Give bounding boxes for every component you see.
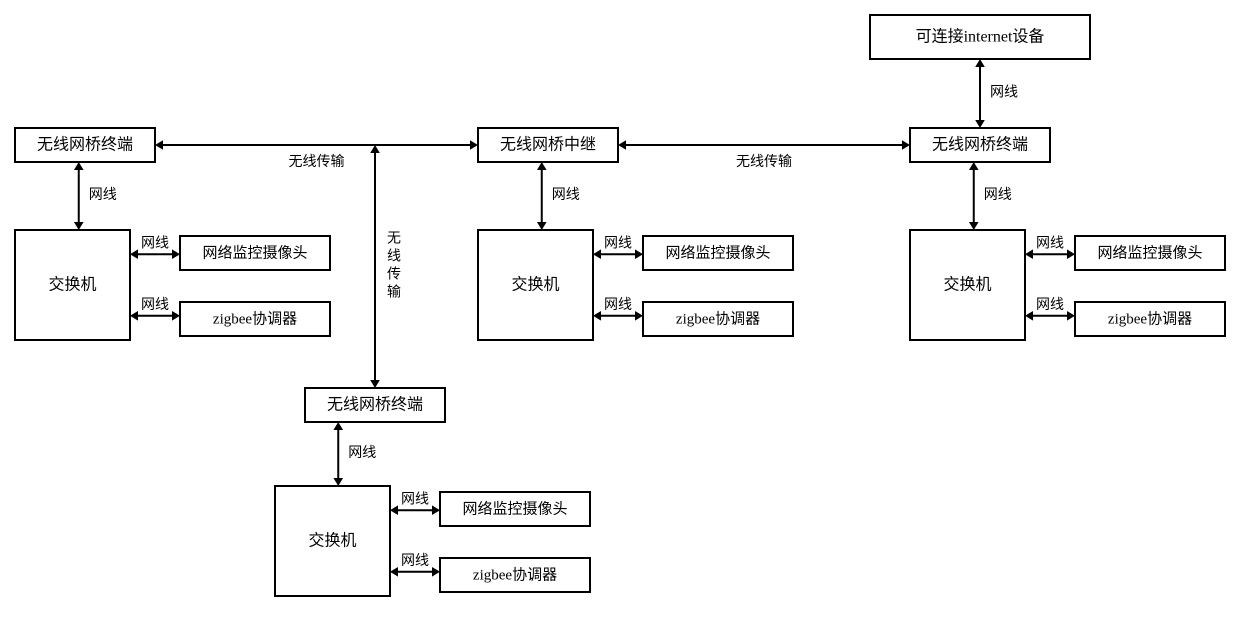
edge-bridge_term_left-switch_left: 网线 bbox=[74, 162, 117, 230]
svg-text:网线: 网线 bbox=[401, 553, 429, 569]
svg-text:网线: 网线 bbox=[141, 235, 169, 251]
node-label: zigbee协调器 bbox=[1108, 310, 1192, 327]
svg-text:无线传输: 无线传输 bbox=[289, 154, 345, 170]
node-zigbee_left: zigbee协调器 bbox=[180, 302, 330, 336]
node-internet_device: 可连接internet设备 bbox=[870, 15, 1090, 59]
node-bridge_term_right: 无线网桥终端 bbox=[910, 128, 1050, 162]
svg-text:网线: 网线 bbox=[348, 445, 376, 461]
edge-switch_right-zigbee_right: 网线 bbox=[1025, 297, 1075, 321]
edge-switch_right-cam_right: 网线 bbox=[1025, 235, 1075, 259]
node-label: zigbee协调器 bbox=[473, 566, 557, 583]
svg-text:网线: 网线 bbox=[984, 187, 1012, 203]
svg-text:网线: 网线 bbox=[1036, 235, 1064, 251]
node-switch_mid: 交换机 bbox=[478, 230, 593, 340]
svg-text:线: 线 bbox=[387, 249, 401, 265]
node-label: 网络监控摄像头 bbox=[665, 244, 770, 261]
svg-text:网线: 网线 bbox=[552, 187, 580, 203]
node-label: 交换机 bbox=[943, 276, 991, 294]
edge-bridge_relay-switch_mid: 网线 bbox=[537, 162, 580, 230]
node-bridge_term_bottom: 无线网桥终端 bbox=[305, 388, 445, 422]
node-bridge_relay: 无线网桥中继 bbox=[478, 128, 618, 162]
svg-text:无线传输: 无线传输 bbox=[736, 154, 792, 170]
svg-text:网线: 网线 bbox=[401, 491, 429, 507]
edge-bridge_relay-bridge_term_bottom: 无线传输 bbox=[370, 145, 401, 388]
svg-text:网线: 网线 bbox=[141, 297, 169, 313]
diagram-canvas: 网线无线传输无线传输网线网线网线网线网线网线网线网线网线无线传输网线网线网线可连… bbox=[0, 0, 1240, 631]
node-cam_mid: 网络监控摄像头 bbox=[643, 236, 793, 270]
node-cam_left: 网络监控摄像头 bbox=[180, 236, 330, 270]
svg-text:网线: 网线 bbox=[89, 187, 117, 203]
node-label: 网络监控摄像头 bbox=[202, 244, 307, 261]
edge-switch_bottom-cam_bottom: 网线 bbox=[390, 491, 440, 515]
node-zigbee_bottom: zigbee协调器 bbox=[440, 558, 590, 592]
node-cam_right: 网络监控摄像头 bbox=[1075, 236, 1225, 270]
svg-text:输: 输 bbox=[387, 285, 401, 301]
svg-text:网线: 网线 bbox=[604, 297, 632, 313]
node-label: 无线网桥终端 bbox=[932, 136, 1028, 154]
svg-text:传: 传 bbox=[387, 267, 401, 283]
edge-internet_device-bridge_term_right: 网线 bbox=[975, 59, 1018, 128]
edge-bridge_term_left-bridge_relay: 无线传输 bbox=[155, 140, 478, 170]
edge-switch_left-zigbee_left: 网线 bbox=[130, 297, 180, 321]
edge-switch_bottom-zigbee_bottom: 网线 bbox=[390, 553, 440, 577]
node-switch_bottom: 交换机 bbox=[275, 486, 390, 596]
node-label: 网络监控摄像头 bbox=[1097, 244, 1202, 261]
svg-text:无: 无 bbox=[387, 232, 401, 247]
node-label: 无线网桥中继 bbox=[500, 136, 596, 154]
node-label: 交换机 bbox=[511, 276, 559, 294]
svg-text:网线: 网线 bbox=[990, 85, 1018, 101]
node-label: 无线网桥终端 bbox=[327, 396, 423, 414]
edge-bridge_term_right-switch_right: 网线 bbox=[969, 162, 1012, 230]
node-zigbee_mid: zigbee协调器 bbox=[643, 302, 793, 336]
edge-bridge_term_bottom-switch_bottom: 网线 bbox=[333, 422, 376, 486]
node-label: 无线网桥终端 bbox=[37, 136, 133, 154]
node-switch_right: 交换机 bbox=[910, 230, 1025, 340]
node-label: 交换机 bbox=[48, 276, 96, 294]
node-cam_bottom: 网络监控摄像头 bbox=[440, 492, 590, 526]
node-zigbee_right: zigbee协调器 bbox=[1075, 302, 1225, 336]
edge-switch_mid-zigbee_mid: 网线 bbox=[593, 297, 643, 321]
edge-switch_left-cam_left: 网线 bbox=[130, 235, 180, 259]
node-switch_left: 交换机 bbox=[15, 230, 130, 340]
node-bridge_term_left: 无线网桥终端 bbox=[15, 128, 155, 162]
edge-switch_mid-cam_mid: 网线 bbox=[593, 235, 643, 259]
svg-text:网线: 网线 bbox=[1036, 297, 1064, 313]
edge-bridge_relay-bridge_term_right: 无线传输 bbox=[618, 140, 910, 170]
node-label: 交换机 bbox=[308, 532, 356, 550]
node-label: zigbee协调器 bbox=[676, 310, 760, 327]
node-label: zigbee协调器 bbox=[213, 310, 297, 327]
node-label: 网络监控摄像头 bbox=[462, 500, 567, 517]
svg-text:网线: 网线 bbox=[604, 235, 632, 251]
node-label: 可连接internet设备 bbox=[916, 28, 1045, 46]
